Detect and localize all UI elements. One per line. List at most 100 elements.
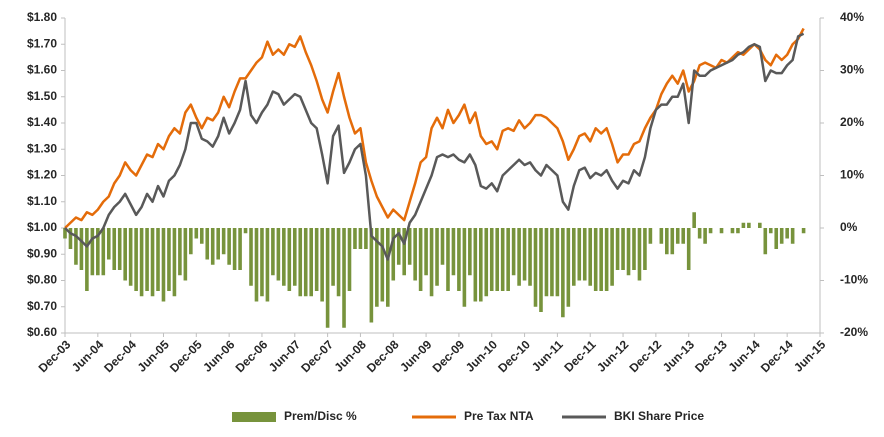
y-tick-label: $1.80 <box>27 10 57 24</box>
x-tick-label: Jun-04 <box>69 337 106 374</box>
bar <box>747 222 751 228</box>
bar <box>347 228 352 291</box>
bar <box>670 228 675 255</box>
bar <box>292 228 297 286</box>
bar <box>506 228 510 291</box>
bar <box>101 228 106 276</box>
bar <box>265 228 270 302</box>
x-tick-label: Jun-11 <box>529 337 566 374</box>
x-tick-label: Jun-08 <box>332 337 369 374</box>
bar <box>681 228 686 244</box>
bar <box>511 228 516 276</box>
bar <box>599 228 603 291</box>
bar <box>489 228 494 291</box>
bar <box>287 228 292 291</box>
x-tick-label: Dec-05 <box>167 337 205 375</box>
bar <box>139 228 144 297</box>
bar <box>429 228 434 297</box>
bar <box>621 228 625 270</box>
bar <box>758 222 762 228</box>
y-tick-label: $0.60 <box>27 325 57 339</box>
bar <box>659 228 664 244</box>
bar <box>484 228 489 297</box>
bar <box>167 228 171 291</box>
bar <box>577 228 582 281</box>
bar <box>254 228 259 302</box>
bar <box>156 228 160 291</box>
bar <box>697 228 702 239</box>
bar <box>500 228 505 291</box>
bar <box>199 228 204 244</box>
x-tick-label: Dec-09 <box>430 337 468 375</box>
y2-tick-label: -20% <box>840 325 868 339</box>
bar <box>517 228 521 286</box>
bar <box>413 228 417 281</box>
bar <box>325 228 330 328</box>
bar <box>216 228 220 260</box>
bar <box>550 228 554 297</box>
bar <box>626 228 631 276</box>
bar <box>643 228 647 270</box>
bar <box>402 228 407 276</box>
bar <box>588 228 593 286</box>
bar <box>227 228 231 265</box>
bar <box>369 228 374 323</box>
bar <box>63 228 67 239</box>
bar <box>462 228 467 307</box>
bar <box>593 228 598 291</box>
y-tick-label: $0.80 <box>27 273 57 287</box>
bar <box>172 228 177 297</box>
x-tick-label: Dec-08 <box>364 337 402 375</box>
bar <box>134 228 138 291</box>
bar <box>85 228 89 291</box>
bar <box>320 228 324 302</box>
bar <box>150 228 155 297</box>
y-tick-label: $1.70 <box>27 36 57 50</box>
x-tick-label: Jun-10 <box>463 337 500 374</box>
bar <box>566 228 571 307</box>
bar <box>396 228 401 265</box>
x-tick-label: Dec-04 <box>101 337 139 375</box>
bar <box>90 228 95 276</box>
y-tick-label: $1.20 <box>27 168 57 182</box>
y2-tick-label: 30% <box>840 63 864 77</box>
bar <box>205 228 210 260</box>
bar <box>128 228 133 286</box>
bar <box>478 228 483 302</box>
bar <box>435 228 439 286</box>
bar <box>785 228 789 239</box>
bar <box>375 228 379 307</box>
x-tick-label: Dec-06 <box>233 337 271 375</box>
bar <box>243 228 248 234</box>
x-tick-label: Jun-09 <box>397 337 434 374</box>
y-tick-label: $1.30 <box>27 141 57 155</box>
y2-tick-label: -10% <box>840 273 868 287</box>
bar <box>648 228 653 244</box>
bar <box>178 228 182 276</box>
y2-tick-label: 20% <box>840 115 864 129</box>
legend-label: Pre Tax NTA <box>464 409 534 423</box>
bar <box>364 228 368 249</box>
bar <box>303 228 308 297</box>
y-tick-label: $0.90 <box>27 246 57 260</box>
bar <box>232 228 237 270</box>
x-tick-label: Jun-15 <box>791 337 828 374</box>
x-tick-label: Jun-07 <box>266 337 303 374</box>
bar <box>123 228 127 281</box>
bar <box>210 228 215 265</box>
bar <box>271 228 275 276</box>
bar <box>703 228 707 244</box>
bar <box>161 228 166 302</box>
bar <box>555 228 560 297</box>
bar <box>637 228 642 281</box>
bar <box>686 228 691 270</box>
y2-tick-label: 40% <box>840 10 864 24</box>
bar <box>610 228 614 286</box>
x-tick-label: Dec-07 <box>298 337 336 375</box>
bar <box>260 228 264 297</box>
bar <box>440 228 445 265</box>
y-tick-label: $1.00 <box>27 220 57 234</box>
bar <box>801 228 806 234</box>
bar <box>582 228 587 281</box>
